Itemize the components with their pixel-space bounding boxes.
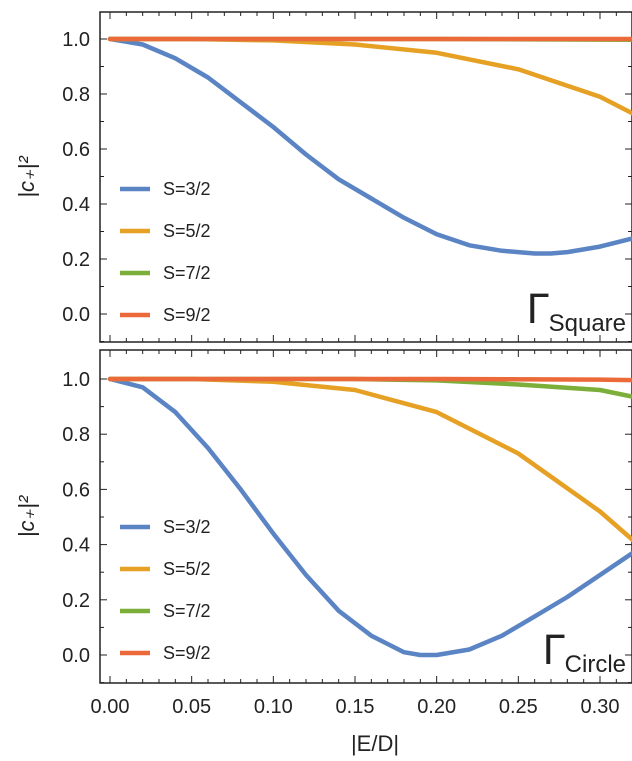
panel-label: ΓSquare xyxy=(526,287,626,337)
series-line-S=5/2 xyxy=(107,36,632,116)
series-group xyxy=(107,36,632,256)
legend-label: S=5/2 xyxy=(163,221,211,241)
legend-label: S=3/2 xyxy=(163,179,211,199)
panel-label: ΓCircle xyxy=(542,628,626,678)
y-tick-label: 1.0 xyxy=(62,369,90,391)
x-tick-label: 0.20 xyxy=(417,696,456,718)
series-line-S=7/2 xyxy=(107,376,632,399)
y-tick-label: 0.4 xyxy=(62,535,90,557)
y-tick-label: 0.8 xyxy=(62,84,90,106)
legend-label: S=3/2 xyxy=(163,517,211,537)
legend-label: S=5/2 xyxy=(163,559,211,579)
series-group xyxy=(107,376,632,658)
legend-label: S=9/2 xyxy=(163,643,211,663)
y-tick-label: 0.0 xyxy=(62,304,90,326)
panel-circle: 0.0 0.2 0.4 0.6 0.8 1.0 0.00 0.05 0.10 0.15 0.20 0.… xyxy=(14,349,632,756)
panel-square: 0.0 0.2 0.4 0.6 0.8 1.0 S=3/2 S=5/2 S=7/2 S=9/2 ΓS… xyxy=(14,11,632,343)
y-tick-label: 0.6 xyxy=(62,139,90,161)
legend-label: S=7/2 xyxy=(163,263,211,283)
x-axis-title: |E/D| xyxy=(351,731,399,756)
y-axis-title: |c₊|² xyxy=(14,495,39,537)
series-line-S=3/2 xyxy=(107,36,632,256)
y-tick-label: 0.6 xyxy=(62,479,90,501)
x-tick-label: 0.10 xyxy=(254,696,293,718)
x-tick-label: 0.15 xyxy=(336,696,375,718)
x-tick-label: 0.30 xyxy=(581,696,620,718)
x-tick-label: 0.00 xyxy=(91,696,130,718)
x-tick-label: 0.25 xyxy=(499,696,538,718)
y-tick-label: 0.0 xyxy=(62,645,90,667)
y-tick-label: 0.2 xyxy=(62,249,90,271)
y-tick-label: 0.2 xyxy=(62,590,90,612)
y-axis-title: |c₊|² xyxy=(14,156,39,198)
legend-label: S=7/2 xyxy=(163,601,211,621)
y-tick-label: 1.0 xyxy=(62,29,90,51)
legend-label: S=9/2 xyxy=(163,305,211,325)
y-tick-label: 0.4 xyxy=(62,194,90,216)
y-tick-label: 0.8 xyxy=(62,424,90,446)
x-tick-label: 0.05 xyxy=(172,696,211,718)
series-line-S=3/2 xyxy=(107,376,632,658)
series-line-S=9/2 xyxy=(107,376,632,383)
